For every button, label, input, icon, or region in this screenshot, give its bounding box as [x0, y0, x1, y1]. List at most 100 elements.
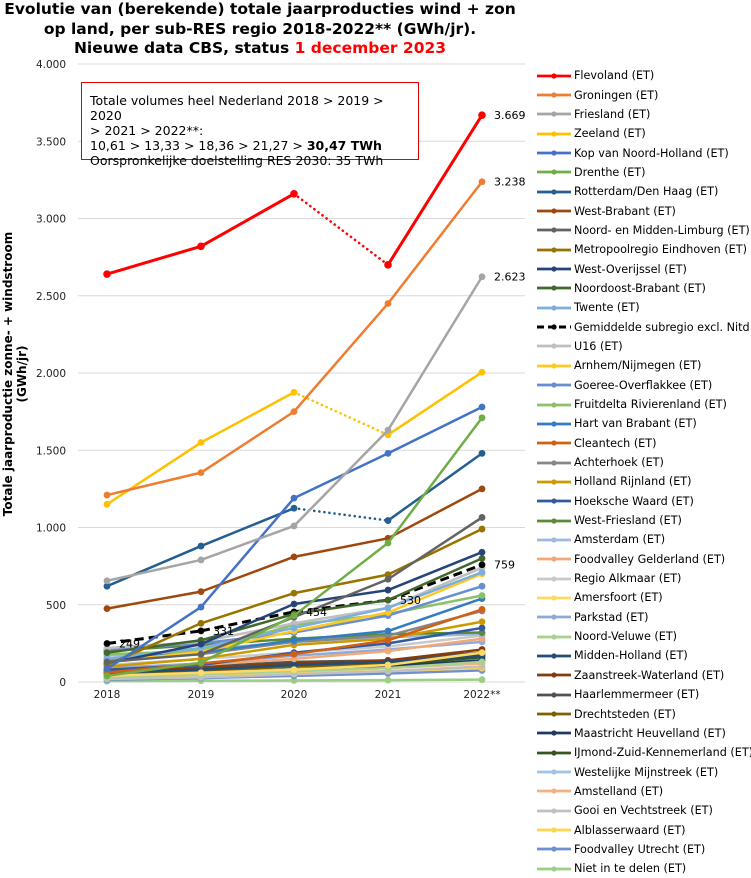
- data-point: [385, 648, 392, 655]
- legend-swatch: [536, 535, 572, 545]
- series-segment: [107, 546, 201, 586]
- data-point: [479, 583, 486, 590]
- data-label: 249: [119, 638, 140, 651]
- data-point: [479, 618, 486, 625]
- legend-swatch: [536, 574, 572, 584]
- legend-swatch: [536, 516, 572, 526]
- data-point: [198, 469, 205, 476]
- legend-swatch: [536, 690, 572, 700]
- legend-label: Flevoland (ET): [574, 69, 654, 82]
- data-label: 530: [400, 594, 421, 607]
- data-point: [479, 592, 486, 599]
- legend-label: Maastricht Heuvelland (ET): [574, 727, 726, 740]
- data-point: [291, 651, 298, 658]
- legend-swatch: [536, 90, 572, 100]
- series-segment: [107, 443, 201, 505]
- data-point: [198, 620, 205, 627]
- data-point: [198, 651, 205, 658]
- legend-swatch: [536, 458, 572, 468]
- series-lines: [103, 111, 486, 684]
- data-point: [479, 526, 486, 533]
- legend-label: IJmond-Zuid-Kennemerland (ET): [574, 746, 751, 759]
- data-point: [198, 627, 205, 634]
- legend-label: West-Overijssel (ET): [574, 263, 687, 276]
- legend-swatch: [536, 438, 572, 448]
- annotation-line-3: 10,61 > 13,33 > 18,36 > 21,27 > 30,47 TW…: [90, 138, 418, 153]
- x-tick-label: 2022**: [463, 689, 500, 701]
- legend-swatch: [536, 109, 572, 119]
- y-tick-label: 2.000: [36, 368, 66, 380]
- legend-item: Foodvalley Gelderland (ET): [536, 550, 751, 569]
- legend-swatch: [536, 341, 572, 351]
- data-point: [104, 672, 111, 679]
- series-segment: [388, 418, 482, 543]
- series-segment: [107, 592, 201, 609]
- series-segment: [388, 529, 482, 575]
- legend-item: Hoeksche Waard (ET): [536, 492, 751, 511]
- data-point: [479, 569, 486, 576]
- data-point: [104, 640, 111, 647]
- legend-swatch: [536, 767, 572, 777]
- series-segment: [388, 277, 482, 430]
- x-tick-label: 2019: [188, 689, 215, 701]
- series-friesland-et: [104, 273, 486, 584]
- data-point: [385, 662, 392, 669]
- legend-item: Maastricht Heuvelland (ET): [536, 724, 751, 743]
- legend-item: Midden-Holland (ET): [536, 646, 751, 665]
- legend-item: Rotterdam/Den Haag (ET): [536, 182, 751, 201]
- legend-label: Metropoolregio Eindhoven (ET): [574, 243, 747, 256]
- annotation-line-4: Oorspronkelijke doelstelling RES 2030: 3…: [90, 153, 418, 168]
- data-point: [478, 111, 486, 119]
- legend-label: Zaanstreek-Waterland (ET): [574, 669, 724, 682]
- series-west-overijssel-et: [104, 549, 486, 667]
- legend-swatch: [536, 361, 572, 371]
- legend-label: Drenthe (ET): [574, 166, 646, 179]
- y-tick-label: 3.000: [36, 214, 66, 226]
- chart-legend: Flevoland (ET)Groningen (ET)Friesland (E…: [536, 66, 751, 878]
- data-point: [198, 604, 205, 611]
- data-point: [104, 492, 111, 499]
- legend-swatch: [536, 400, 572, 410]
- x-tick-label: 2018: [94, 689, 121, 701]
- data-point: [291, 553, 298, 560]
- series-segment: [201, 526, 294, 560]
- data-point: [290, 190, 298, 198]
- data-point: [479, 625, 486, 632]
- legend-label: Haarlemmermeer (ET): [574, 688, 699, 701]
- data-point: [385, 576, 392, 583]
- series-segment: [201, 498, 294, 607]
- y-axis-label: Totale jaarproductie zonne- + windstroom…: [1, 209, 29, 539]
- legend-item: Cleantech (ET): [536, 434, 751, 453]
- legend-label: Foodvalley Gelderland (ET): [574, 553, 725, 566]
- data-point: [385, 540, 392, 547]
- legend-label: Zeeland (ET): [574, 127, 646, 140]
- data-point: [479, 514, 486, 521]
- series-segment: [388, 489, 482, 538]
- data-point: [479, 555, 486, 562]
- legend-swatch: [536, 728, 572, 738]
- legend-swatch: [536, 303, 572, 313]
- data-point: [197, 243, 205, 251]
- data-point: [104, 501, 111, 508]
- series-segment: [294, 430, 388, 526]
- legend-item: Fruitdelta Rivierenland (ET): [536, 395, 751, 414]
- legend-item: Haarlemmermeer (ET): [536, 685, 751, 704]
- legend-item: Drechtsteden (ET): [536, 704, 751, 723]
- data-point: [198, 557, 205, 564]
- legend-swatch: [536, 651, 572, 661]
- series-zeeland-et: [104, 369, 486, 508]
- y-tick-label: 0: [59, 677, 66, 689]
- y-tick-label: 1.500: [36, 445, 66, 457]
- data-point: [104, 649, 111, 656]
- data-label: 3.669: [494, 109, 526, 122]
- data-point: [198, 543, 205, 550]
- legend-item: Achterhoek (ET): [536, 453, 751, 472]
- legend-item: West-Overijssel (ET): [536, 259, 751, 278]
- legend-swatch: [536, 225, 572, 235]
- data-point: [385, 427, 392, 434]
- series-segment: [388, 407, 482, 453]
- data-point: [479, 649, 486, 656]
- legend-swatch: [536, 632, 572, 642]
- legend-label: Gemiddelde subregio excl. Nitd: [574, 321, 750, 334]
